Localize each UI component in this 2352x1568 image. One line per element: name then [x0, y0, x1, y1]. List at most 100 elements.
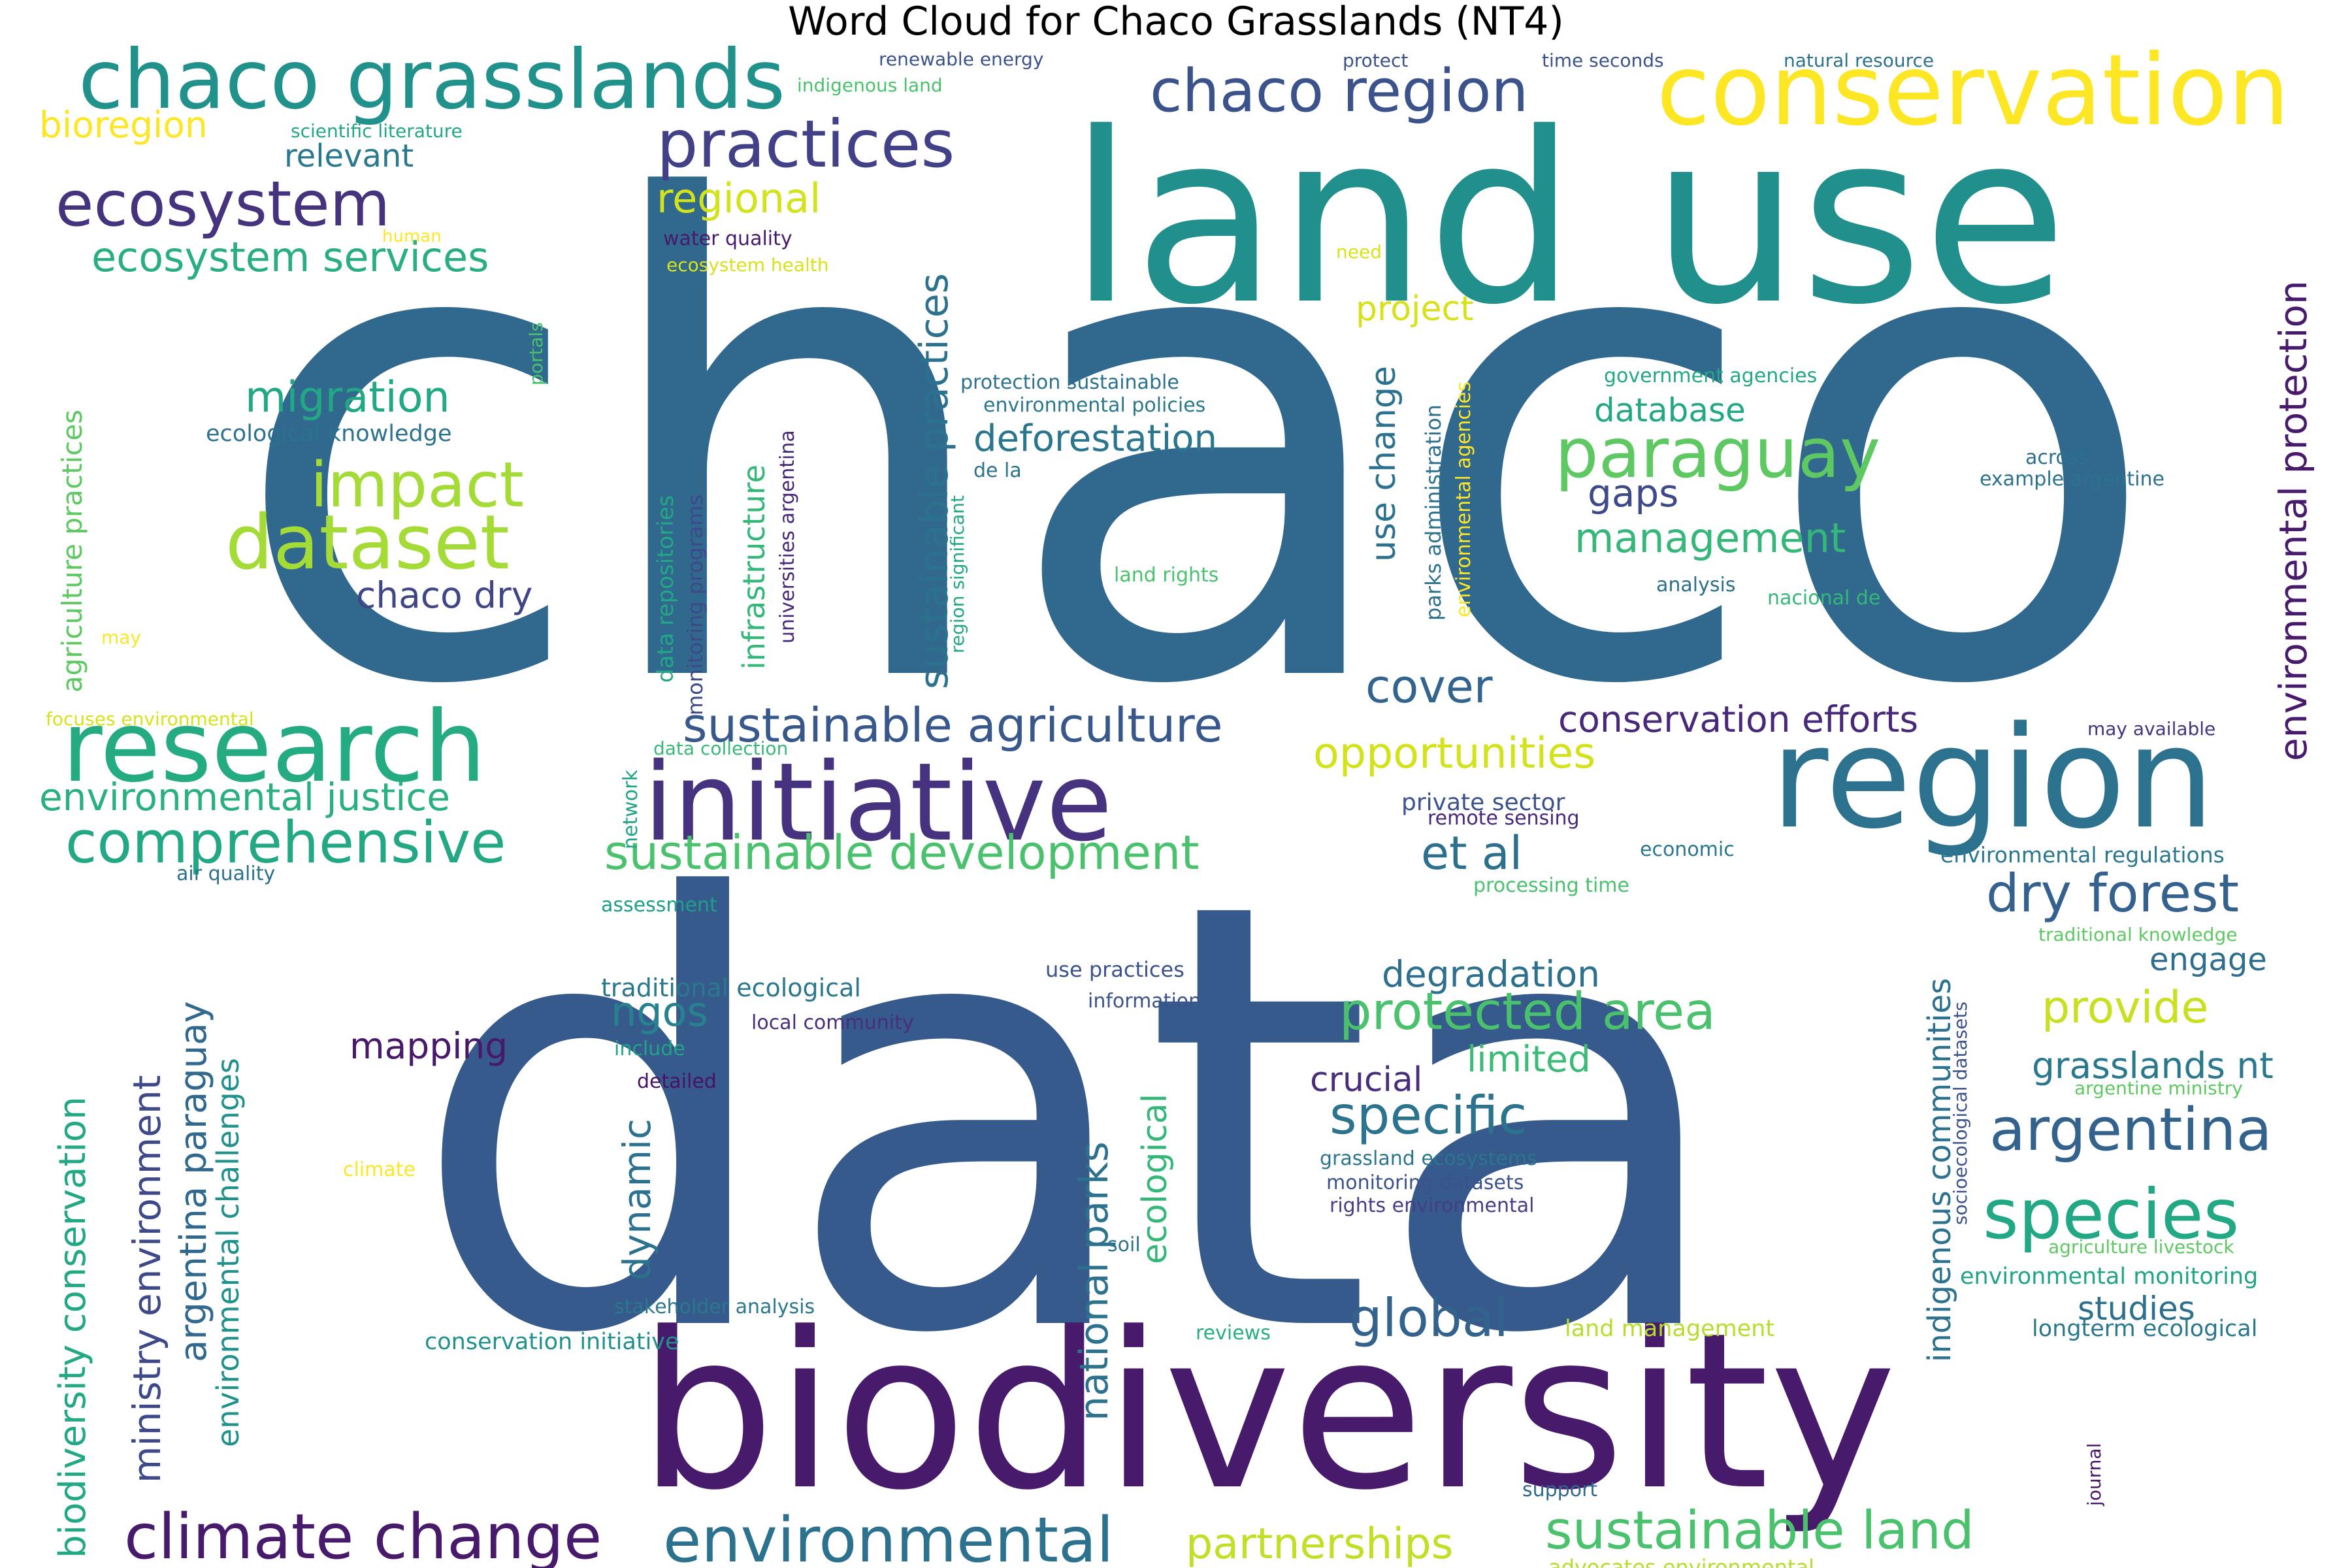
- word-ecological-knowledge: ecological knowledge: [206, 421, 452, 447]
- word-ecosystem-health: ecosystem health: [666, 254, 829, 276]
- word-use-change: use change: [1364, 366, 1403, 562]
- word-chaco-grasslands: chaco grasslands: [78, 33, 785, 127]
- word-limited: limited: [1467, 1038, 1591, 1080]
- word-database: database: [1594, 391, 1746, 429]
- word-environmental-monitoring: environmental monitoring: [1960, 1264, 2258, 1290]
- word-argentina: argentina: [1989, 1096, 2272, 1164]
- word-bioregion: bioregion: [39, 104, 208, 146]
- chart-title: Word Cloud for Chaco Grasslands (NT4): [788, 0, 1564, 44]
- word-species: species: [1983, 1175, 2239, 1254]
- word-sustainable-development: sustainable development: [604, 825, 1200, 880]
- word-traditional-knowledge: traditional knowledge: [2038, 924, 2237, 945]
- word-ngos: ngos: [611, 988, 708, 1036]
- word-region-significant: region significant: [947, 495, 968, 653]
- word-assessment: assessment: [601, 894, 717, 917]
- word-data-collection: data collection: [653, 738, 788, 759]
- word-need: need: [1336, 241, 1382, 263]
- word-soil: soil: [1107, 1233, 1141, 1256]
- word-sustainable-agriculture: sustainable agriculture: [683, 698, 1223, 753]
- word-comprehensive: comprehensive: [65, 809, 506, 876]
- word-et-al: et al: [1421, 826, 1522, 880]
- word-monitoring-datasets: monitoring datasets: [1326, 1171, 1524, 1194]
- word-universities-argentina: universities argentina: [776, 430, 799, 644]
- word-deforestation: deforestation: [973, 417, 1217, 460]
- word-grasslands-nt: grasslands nt: [2032, 1045, 2274, 1086]
- word-biodiversity: biodiversity: [638, 1286, 1897, 1537]
- word-human: human: [382, 227, 442, 246]
- word-advocates-environmental: advocates environmental: [1548, 1555, 1814, 1568]
- word-management: management: [1575, 514, 1846, 562]
- word-remote-sensing: remote sensing: [1428, 807, 1580, 830]
- word-use-practices: use practices: [1045, 957, 1184, 982]
- word-ecological: ecological: [1135, 1094, 1175, 1264]
- word-monitoring-programs: monitoring programs: [683, 495, 708, 715]
- word-information: information: [1088, 990, 1201, 1013]
- word-partnerships: partnerships: [1186, 1520, 1453, 1568]
- word-impact: impact: [310, 449, 524, 521]
- word-mapping: mapping: [350, 1025, 508, 1067]
- word-land-rights: land rights: [1114, 564, 1218, 587]
- word-project: project: [1356, 289, 1473, 329]
- word-local-community: local community: [751, 1011, 914, 1034]
- word-data-repositories: data repositories: [653, 495, 679, 683]
- word-socioecological-datasets: socioecological datasets: [1950, 1002, 1971, 1225]
- word-conservation-initiative: conservation initiative: [425, 1329, 679, 1355]
- word-environmental: environmental: [663, 1505, 1114, 1568]
- word-natural-resource: natural resource: [1784, 50, 1934, 71]
- word-dynamic: dynamic: [615, 1119, 659, 1281]
- word-climate: climate: [343, 1158, 416, 1181]
- word-national-parks: national parks: [1071, 1141, 1117, 1421]
- word-conservation-efforts: conservation efforts: [1558, 698, 1918, 740]
- word-land-management: land management: [1565, 1316, 1774, 1342]
- word-nacional-de: nacional de: [1767, 587, 1880, 610]
- word-paraguay: paraguay: [1555, 414, 1880, 493]
- word-conservation: conservation: [1656, 34, 2289, 148]
- word-dry-forest: dry forest: [1986, 863, 2239, 924]
- word-may-available: may available: [2087, 718, 2215, 740]
- word-environmental-challenges: environmental challenges: [210, 1058, 246, 1447]
- word-support: support: [1522, 1478, 1597, 1501]
- word-detailed: detailed: [637, 1070, 717, 1093]
- word-global: global: [1349, 1288, 1509, 1348]
- word-chaco-dry: chaco dry: [356, 574, 532, 616]
- word-reviews: reviews: [1196, 1322, 1271, 1345]
- word-include: include: [614, 1037, 685, 1060]
- word-de-la: de la: [973, 459, 1022, 482]
- word-ministry-environment: ministry environment: [125, 1075, 169, 1483]
- word-water-quality: water quality: [663, 227, 792, 250]
- word-climate-change: climate change: [124, 1501, 602, 1568]
- word-protected-area: protected area: [1339, 983, 1716, 1041]
- word-indigenous-communities: indigenous communities: [1921, 978, 1958, 1362]
- word-scientific-literature: scientific literature: [291, 120, 463, 142]
- word-dataset: dataset: [225, 499, 510, 587]
- word-cover: cover: [1365, 660, 1493, 713]
- word-chaco: chaco: [229, 67, 2162, 827]
- word-rights-environmental: rights environmental: [1330, 1194, 1534, 1217]
- word-economic: economic: [1640, 838, 1735, 861]
- word-may: may: [101, 627, 141, 648]
- word-agriculture-practices: agriculture practices: [56, 410, 88, 693]
- word-processing-time: processing time: [1473, 874, 1629, 897]
- word-environmental-policies: environmental policies: [983, 394, 1205, 417]
- word-biodiversity-conservation: biodiversity conservation: [52, 1096, 94, 1558]
- word-practices: practices: [657, 106, 955, 182]
- word-gaps: gaps: [1588, 471, 1678, 515]
- word-agriculture-livestock: agriculture livestock: [2048, 1236, 2234, 1258]
- word-environmental-justice: environmental justice: [39, 775, 450, 819]
- word-across: across: [2025, 446, 2088, 469]
- word-journal: journal: [2083, 1443, 2105, 1507]
- word-focuses-environmental: focuses environmental: [46, 708, 254, 730]
- word-sustainable-land: sustainable land: [1545, 1500, 1974, 1561]
- word-grassland-ecosystems: grassland ecosystems: [1320, 1147, 1537, 1170]
- word-portals: portals: [525, 322, 547, 385]
- word-stakeholder-analysis: stakeholder analysis: [614, 1296, 815, 1318]
- word-studies: studies: [2078, 1290, 2195, 1328]
- word-government-agencies: government agencies: [1604, 365, 1817, 387]
- word-infrastructure: infrastructure: [736, 465, 772, 670]
- word-engage: engage: [2149, 941, 2267, 978]
- word-time-seconds: time seconds: [1542, 50, 1664, 71]
- word-environmental-agencies: environmental agencies: [1452, 382, 1475, 617]
- word-ecosystem-services: ecosystem services: [91, 233, 489, 281]
- word-ecosystem: ecosystem: [56, 169, 390, 240]
